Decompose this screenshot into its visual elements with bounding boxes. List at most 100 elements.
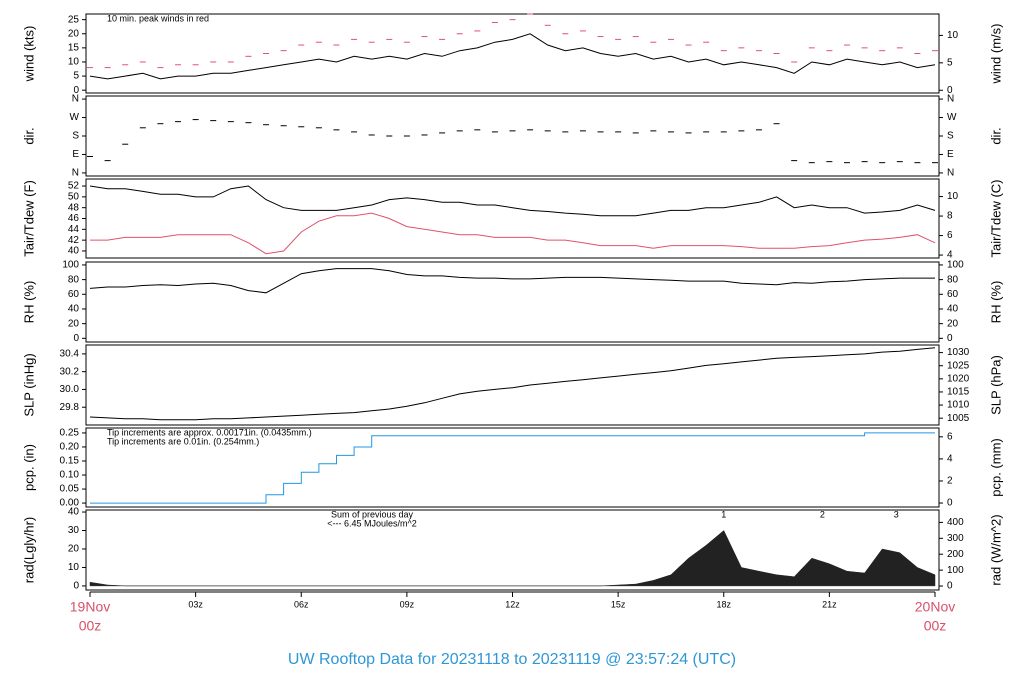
y2-tick-label: 20 xyxy=(947,318,959,329)
y2-tick-label: 5 xyxy=(947,57,953,68)
note: <--- 6.45 MJoules/m^2 xyxy=(327,518,417,528)
y-tick-label: 50 xyxy=(68,191,80,202)
y-tick-label: 0 xyxy=(73,85,79,96)
y-tick-label: 40 xyxy=(68,246,80,257)
y2-tick-label: 10 xyxy=(947,191,959,202)
y-tick-label: 29.8 xyxy=(60,402,80,413)
y-axis-label: Tair/Tdew (F) xyxy=(21,180,36,257)
note: 10 min. peak winds in red xyxy=(107,13,209,23)
y2-tick-label: 1025 xyxy=(947,360,970,371)
x-tick-label: 15z xyxy=(611,599,626,609)
y-tick-label: 42 xyxy=(68,235,80,246)
x-tick-label: 21z xyxy=(822,599,837,609)
panel-frame xyxy=(85,509,940,591)
y-axis-label: pcp. (in) xyxy=(21,444,36,491)
y2-tick-label: 100 xyxy=(947,260,964,271)
y-axis-label: rad(Lgly/hr) xyxy=(21,517,36,583)
series-line xyxy=(90,212,936,255)
y2-tick-label: W xyxy=(947,112,957,123)
y2-tick-label: 1015 xyxy=(947,387,970,398)
y-tick-label: 46 xyxy=(68,213,80,224)
y2-tick-label: 2 xyxy=(947,476,953,487)
note: Tip increments are approx. 0.00171in. (0… xyxy=(107,427,312,437)
series-step xyxy=(90,432,935,504)
y-tick-label: N xyxy=(72,94,79,105)
x-tick-label: 06z xyxy=(294,599,309,609)
y-tick-label: 60 xyxy=(68,289,80,300)
peak-marker: 2 xyxy=(820,509,825,519)
y-tick-label: 10 xyxy=(68,562,80,573)
y2-tick-label: 4 xyxy=(947,250,953,261)
y-tick-label: 44 xyxy=(68,224,80,235)
y2-tick-label: 6 xyxy=(947,431,953,442)
y-tick-label: 0 xyxy=(73,333,79,344)
series-line xyxy=(89,185,936,217)
y-tick-label: 20 xyxy=(68,544,80,555)
y-tick-label: 0.05 xyxy=(60,484,80,495)
y-tick-label: 5 xyxy=(73,71,79,82)
y-tick-label: 100 xyxy=(62,260,79,271)
y2-tick-label: 100 xyxy=(947,565,964,576)
y2-tick-label: 40 xyxy=(947,304,959,315)
y-tick-label: 30.0 xyxy=(60,384,80,395)
y2-axis-label: wind (m/s) xyxy=(988,24,1003,85)
y2-tick-label: 0 xyxy=(947,85,953,96)
x-tick-sublabel: 00z xyxy=(924,618,947,634)
panel-frame xyxy=(85,261,940,343)
y-tick-label: 0.00 xyxy=(60,498,80,509)
panel-frame xyxy=(85,344,940,426)
y2-tick-label: 1005 xyxy=(947,413,970,424)
y-tick-label: 30.2 xyxy=(60,366,80,377)
x-tick-label: 18z xyxy=(716,599,731,609)
y-tick-label: W xyxy=(70,112,80,123)
y-tick-label: 52 xyxy=(68,181,80,192)
y-tick-label: 0 xyxy=(73,581,79,592)
y2-axis-label: dir. xyxy=(988,127,1003,144)
y-axis-label: RH (%) xyxy=(21,281,36,324)
y2-tick-label: 200 xyxy=(947,549,964,560)
y2-tick-label: 0 xyxy=(947,498,953,509)
y2-tick-label: 80 xyxy=(947,274,959,285)
y2-tick-label: 0 xyxy=(947,333,953,344)
y-axis-label: SLP (inHg) xyxy=(21,353,36,416)
panel-frame xyxy=(85,427,940,508)
y-tick-label: 25 xyxy=(68,14,80,25)
x-tick-label: 09z xyxy=(400,599,415,609)
x-tick-label: 20Nov xyxy=(915,599,955,615)
peak-marker: 1 xyxy=(721,509,726,519)
y-tick-label: 80 xyxy=(68,274,80,285)
y2-tick-label: 8 xyxy=(947,211,953,222)
y2-axis-label: rad (W/m^2) xyxy=(988,514,1003,585)
y2-tick-label: 1030 xyxy=(947,347,970,358)
chart-title: UW Rooftop Data for 20231118 to 20231119… xyxy=(288,651,736,668)
y-tick-label: 15 xyxy=(68,42,80,53)
panel-frame xyxy=(85,95,940,177)
y-tick-label: 40 xyxy=(68,507,80,518)
peak-marker: 3 xyxy=(894,509,899,519)
y-tick-label: 0.10 xyxy=(60,470,80,481)
y2-axis-label: Tair/Tdew (C) xyxy=(988,179,1003,257)
y-tick-label: 30 xyxy=(68,525,80,536)
x-tick-label: 03z xyxy=(188,599,203,609)
y-tick-label: N xyxy=(72,168,79,179)
y-tick-label: 20 xyxy=(68,318,80,329)
y2-axis-label: RH (%) xyxy=(988,281,1003,324)
note: Tip increments are 0.01in. (0.254mm.) xyxy=(107,436,259,446)
x-tick-label: 12z xyxy=(505,599,520,609)
y-tick-label: 0.20 xyxy=(60,442,80,453)
y2-tick-label: N xyxy=(947,168,954,179)
y-tick-label: 40 xyxy=(68,304,80,315)
y2-tick-label: 400 xyxy=(947,517,964,528)
panel-frame xyxy=(85,13,940,94)
series-line xyxy=(89,33,936,80)
y2-axis-label: SLP (hPa) xyxy=(988,355,1003,415)
y-tick-label: 20 xyxy=(68,28,80,39)
y2-tick-label: 0 xyxy=(947,581,953,592)
y2-axis-label: pcp. (mm) xyxy=(988,438,1003,497)
y-tick-label: S xyxy=(72,131,79,142)
panel-frame xyxy=(85,178,940,259)
y-tick-label: E xyxy=(72,149,79,160)
y-tick-label: 0.25 xyxy=(60,428,80,439)
note: Sum of previous day xyxy=(331,509,414,519)
